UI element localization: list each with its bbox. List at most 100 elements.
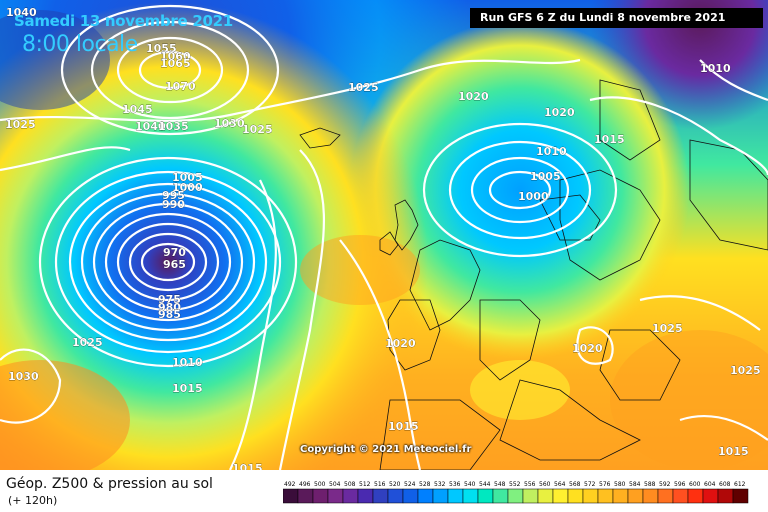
isobar-label: 1010 xyxy=(536,145,567,158)
legend-value: 600 xyxy=(689,481,701,488)
isobar-label: 1015 xyxy=(388,420,419,433)
isobar-label: 1030 xyxy=(8,370,39,383)
legend-value: 504 xyxy=(329,481,341,488)
legend-swatch xyxy=(327,488,344,504)
legend-value: 500 xyxy=(314,481,326,488)
legend-swatch xyxy=(387,488,404,504)
isobar-label: 1025 xyxy=(652,322,683,335)
legend-value: 608 xyxy=(719,481,731,488)
isobar-label: 1020 xyxy=(458,90,489,103)
orange-patch-west xyxy=(0,360,130,470)
isobar-label: 1020 xyxy=(572,342,603,355)
isobars xyxy=(0,4,768,470)
legend-swatch xyxy=(642,488,659,504)
legend-swatch xyxy=(357,488,374,504)
isobar-label: 1005 xyxy=(172,171,203,184)
legend-swatch xyxy=(507,488,524,504)
legend-value: 532 xyxy=(434,481,446,488)
legend-swatch xyxy=(582,488,599,504)
isobar-label: 1025 xyxy=(5,118,36,131)
legend-swatch xyxy=(717,488,734,504)
copyright-text: Copyright © 2021 Meteociel.fr xyxy=(300,444,472,455)
legend-swatch xyxy=(687,488,704,504)
legend-value: 524 xyxy=(404,481,416,488)
forecast-date: Samedi 13 novembre 2021 xyxy=(14,12,233,30)
isobar-label: 970 xyxy=(163,246,186,259)
isobar-label: 975 xyxy=(158,293,181,306)
isobar-label: 1000 xyxy=(172,181,203,194)
legend-value: 592 xyxy=(659,481,671,488)
legend-swatch xyxy=(657,488,674,504)
legend-value: 496 xyxy=(299,481,311,488)
orange-patch-east xyxy=(610,330,768,470)
isobar-label: 1015 xyxy=(594,133,625,146)
legend-swatch xyxy=(462,488,479,504)
isobar-label: 965 xyxy=(163,258,186,271)
legend-value: 576 xyxy=(599,481,611,488)
legend-swatch xyxy=(537,488,554,504)
legend-swatch xyxy=(297,488,314,504)
isobar-label: 1025 xyxy=(242,123,273,136)
legend-swatch xyxy=(522,488,539,504)
isobar-label: 1055 xyxy=(146,42,177,55)
legend-value: 516 xyxy=(374,481,386,488)
isobar-label: 1025 xyxy=(348,81,379,94)
legend-value: 584 xyxy=(629,481,641,488)
legend-swatch xyxy=(477,488,494,504)
isobar-label: 995 xyxy=(162,189,185,202)
legend-swatch xyxy=(417,488,434,504)
legend-value: 492 xyxy=(284,481,296,488)
isobar-label: 1040 xyxy=(135,120,166,133)
legend-value: 560 xyxy=(539,481,551,488)
isobar-label: 1000 xyxy=(518,190,549,203)
legend-swatch xyxy=(312,488,329,504)
legend-value: 512 xyxy=(359,481,371,488)
legend-value: 528 xyxy=(419,481,431,488)
isobar-label: 1020 xyxy=(385,337,416,350)
legend-swatch xyxy=(447,488,464,504)
legend-value: 544 xyxy=(479,481,491,488)
isobar-label: 1025 xyxy=(730,364,761,377)
legend-value: 536 xyxy=(449,481,461,488)
legend-value: 580 xyxy=(614,481,626,488)
isobar-label: 1040 xyxy=(6,6,37,19)
isobar-label: 1030 xyxy=(214,117,245,130)
legend-swatch xyxy=(492,488,509,504)
isobar-label: 1015 xyxy=(718,445,749,458)
legend-value: 520 xyxy=(389,481,401,488)
legend-value: 604 xyxy=(704,481,716,488)
legend-swatch xyxy=(402,488,419,504)
isobar-label: 1070 xyxy=(165,80,196,93)
legend-swatch xyxy=(597,488,614,504)
isobar-label: 1020 xyxy=(544,106,575,119)
legend-value: 556 xyxy=(524,481,536,488)
legend-swatch xyxy=(342,488,359,504)
isobar-label: 1010 xyxy=(700,62,731,75)
legend-value: 564 xyxy=(554,481,566,488)
legend-swatch xyxy=(372,488,389,504)
field-atlantic-low xyxy=(0,0,768,470)
legend-value: 540 xyxy=(464,481,476,488)
legend-value: 508 xyxy=(344,481,356,488)
forecast-time: 8:00 locale xyxy=(22,32,138,57)
isobar-label: 1060 xyxy=(160,50,191,63)
isobar-label: 980 xyxy=(158,301,181,314)
legend-swatch xyxy=(612,488,629,504)
isobar-label: 985 xyxy=(158,308,181,321)
yellow-patch-med xyxy=(470,360,570,420)
legend-swatch xyxy=(552,488,569,504)
isobar-label: 1035 xyxy=(158,120,189,133)
legend-value: 588 xyxy=(644,481,656,488)
isobar-label: 1010 xyxy=(172,356,203,369)
legend-swatch xyxy=(672,488,689,504)
legend-swatch xyxy=(732,488,749,504)
legend-swatch xyxy=(627,488,644,504)
legend-swatch xyxy=(702,488,719,504)
legend-swatch xyxy=(567,488,584,504)
isobar-label: 1045 xyxy=(122,103,153,116)
product-title: Géop. Z500 & pression au sol xyxy=(6,476,213,492)
legend-value: 568 xyxy=(569,481,581,488)
